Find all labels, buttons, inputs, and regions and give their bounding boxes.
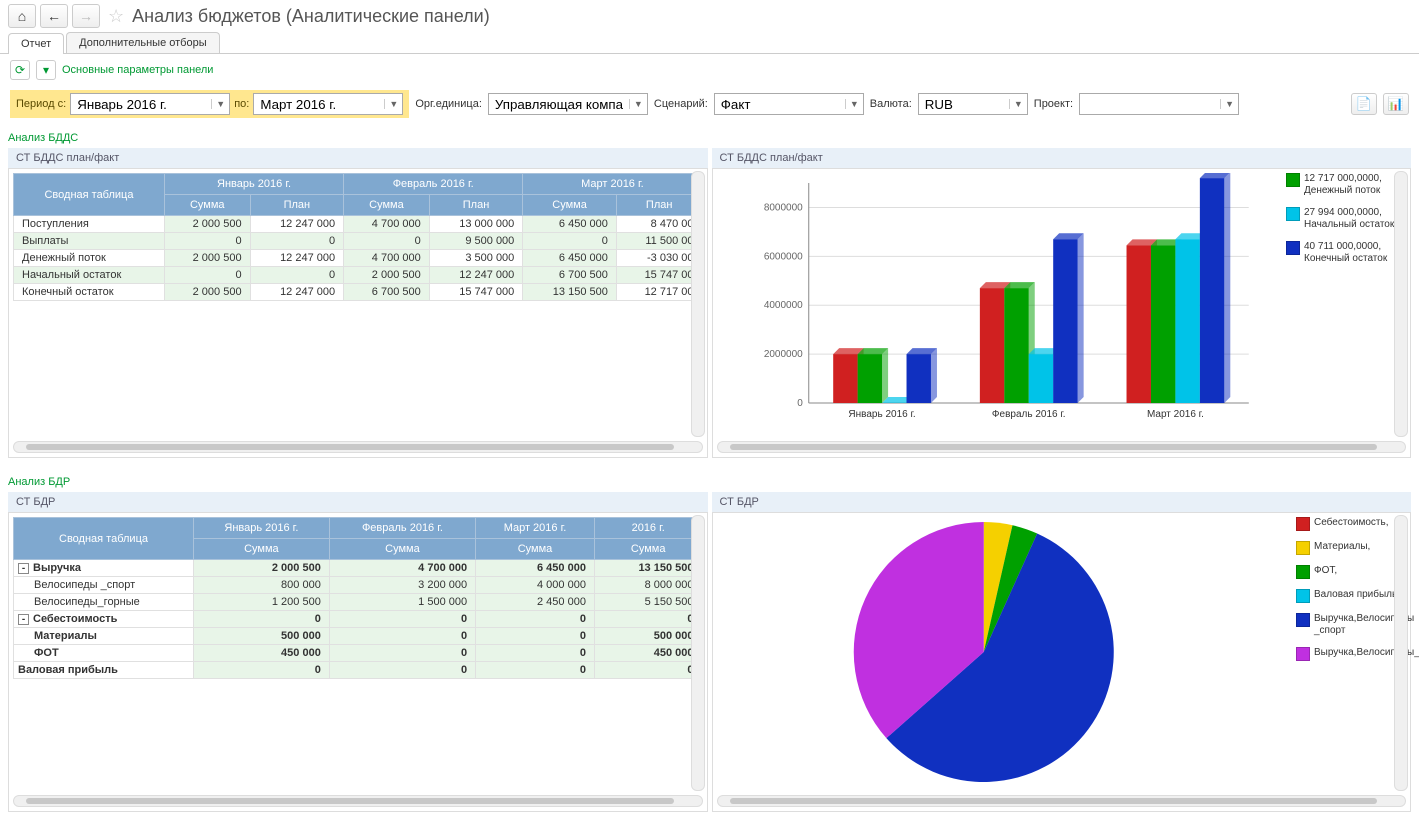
project-select[interactable]: ▼: [1079, 93, 1239, 115]
table-row: ФОТ450 00000450 000: [14, 645, 703, 662]
scenario-select[interactable]: ▼: [714, 93, 864, 115]
period-from-select[interactable]: ▼: [70, 93, 230, 115]
period-to-input[interactable]: [254, 94, 384, 114]
export-button[interactable]: 📄: [1351, 93, 1377, 115]
svg-text:Январь 2016 г.: Январь 2016 г.: [848, 409, 915, 420]
collapse-params-button[interactable]: ▾: [36, 60, 56, 80]
scrollbar-vertical[interactable]: [691, 171, 705, 437]
table-row: Велосипеды_горные1 200 5001 500 0002 450…: [14, 594, 703, 611]
tree-toggle[interactable]: -: [18, 614, 29, 625]
svg-text:6000000: 6000000: [763, 251, 802, 262]
legend-item: Выручка,Велосипеды_горные: [1296, 647, 1406, 661]
bdr-table-title: СТ БДР: [8, 492, 708, 512]
bdr-chart-legend: Себестоимость, Материалы, ФОТ, Валовая приб…: [1296, 517, 1406, 787]
table-row: Начальный остаток002 000 50012 247 0006 …: [14, 267, 703, 284]
period-to-label: по:: [234, 98, 249, 110]
org-input[interactable]: [489, 94, 629, 114]
bdr-section-title: Анализ БДР: [8, 472, 708, 492]
page-title: Анализ бюджетов (Аналитические панели): [132, 6, 490, 27]
legend-item: Себестоимость,: [1296, 517, 1406, 531]
legend-item: Материалы,: [1296, 541, 1406, 555]
refresh-button[interactable]: ⟳: [10, 60, 30, 80]
period-from-input[interactable]: [71, 94, 211, 114]
svg-text:2000000: 2000000: [763, 349, 802, 360]
forward-button[interactable]: →: [72, 4, 100, 28]
params-title: Основные параметры панели: [62, 64, 213, 76]
period-to-select[interactable]: ▼: [253, 93, 403, 115]
scrollbar-vertical[interactable]: [1394, 171, 1408, 437]
tab-filters[interactable]: Дополнительные отборы: [66, 32, 220, 53]
scrollbar-horizontal[interactable]: [13, 795, 703, 807]
period-from-label: Период с:: [16, 98, 66, 110]
chevron-down-icon[interactable]: ▼: [211, 99, 229, 109]
bdds-table-title: СТ БДДС план/факт: [8, 148, 708, 168]
home-button[interactable]: ⌂: [8, 4, 36, 28]
settings-button[interactable]: 📊: [1383, 93, 1409, 115]
org-label: Орг.единица:: [415, 98, 482, 110]
tree-toggle[interactable]: -: [18, 563, 29, 574]
bdds-bar-chart: 0 2000000 4000000 6000000 8000000 Январь 2016…: [717, 173, 1281, 433]
scenario-label: Сценарий:: [654, 98, 708, 110]
chevron-down-icon[interactable]: ▼: [1009, 99, 1027, 109]
legend-item: ФОТ,: [1296, 565, 1406, 579]
table-row: Конечный остаток2 000 50012 247 0006 700…: [14, 284, 703, 301]
tab-report[interactable]: Отчет: [8, 33, 64, 54]
table-row: Материалы500 00000500 000: [14, 628, 703, 645]
chevron-down-icon[interactable]: ▼: [1220, 99, 1238, 109]
table-row: Поступления2 000 50012 247 0004 700 0001…: [14, 216, 703, 233]
table-row: -Себестоимость0000: [14, 611, 703, 628]
scrollbar-horizontal[interactable]: [13, 441, 703, 453]
svg-text:0: 0: [797, 398, 803, 409]
scrollbar-horizontal[interactable]: [717, 795, 1407, 807]
svg-text:4000000: 4000000: [763, 300, 802, 311]
favorite-icon[interactable]: ☆: [108, 6, 124, 27]
legend-item: Выручка,Велосипеды _спорт: [1296, 613, 1406, 637]
back-button[interactable]: ←: [40, 4, 68, 28]
chevron-down-icon[interactable]: ▼: [629, 99, 647, 109]
project-label: Проект:: [1034, 98, 1073, 110]
scrollbar-vertical[interactable]: [1394, 515, 1408, 791]
table-row: -Выручка2 000 5004 700 0006 450 00013 15…: [14, 560, 703, 577]
project-input[interactable]: [1080, 94, 1220, 114]
bdr-table: Сводная таблицаЯнварь 2016 г.Февраль 201…: [13, 517, 703, 679]
table-row: Денежный поток2 000 50012 247 0004 700 0…: [14, 250, 703, 267]
scrollbar-vertical[interactable]: [691, 515, 705, 791]
org-select[interactable]: ▼: [488, 93, 648, 115]
legend-item: 40 711 000,0000, Конечный остаток: [1286, 241, 1406, 265]
legend-item: 27 994 000,0000, Начальный остаток: [1286, 207, 1406, 231]
bdr-chart-title: СТ БДР: [712, 492, 1412, 512]
bdds-section-title: Анализ БДДС: [8, 128, 708, 148]
table-row: Выплаты0009 500 000011 500 00: [14, 233, 703, 250]
scenario-input[interactable]: [715, 94, 845, 114]
bdds-chart-legend: 12 717 000,0000, Денежный поток 27 994 00…: [1286, 173, 1406, 433]
svg-text:8000000: 8000000: [763, 202, 802, 213]
scrollbar-horizontal[interactable]: [717, 441, 1407, 453]
bdds-chart-title: СТ БДДС план/факт: [712, 148, 1412, 168]
currency-select[interactable]: ▼: [918, 93, 1028, 115]
table-row: Валовая прибыль0000: [14, 662, 703, 679]
svg-text:Февраль 2016 г.: Февраль 2016 г.: [991, 409, 1065, 420]
legend-item: Валовая прибыль,: [1296, 589, 1406, 603]
bdds-table: Сводная таблицаЯнварь 2016 г.Февраль 201…: [13, 173, 703, 301]
currency-label: Валюта:: [870, 98, 912, 110]
currency-input[interactable]: [919, 94, 1009, 114]
chevron-down-icon[interactable]: ▼: [384, 99, 402, 109]
legend-item: 12 717 000,0000, Денежный поток: [1286, 173, 1406, 197]
bdr-pie-chart: [717, 517, 1291, 787]
chevron-down-icon[interactable]: ▼: [845, 99, 863, 109]
table-row: Велосипеды _спорт800 0003 200 0004 000 0…: [14, 577, 703, 594]
svg-text:Март 2016 г.: Март 2016 г.: [1146, 409, 1203, 420]
